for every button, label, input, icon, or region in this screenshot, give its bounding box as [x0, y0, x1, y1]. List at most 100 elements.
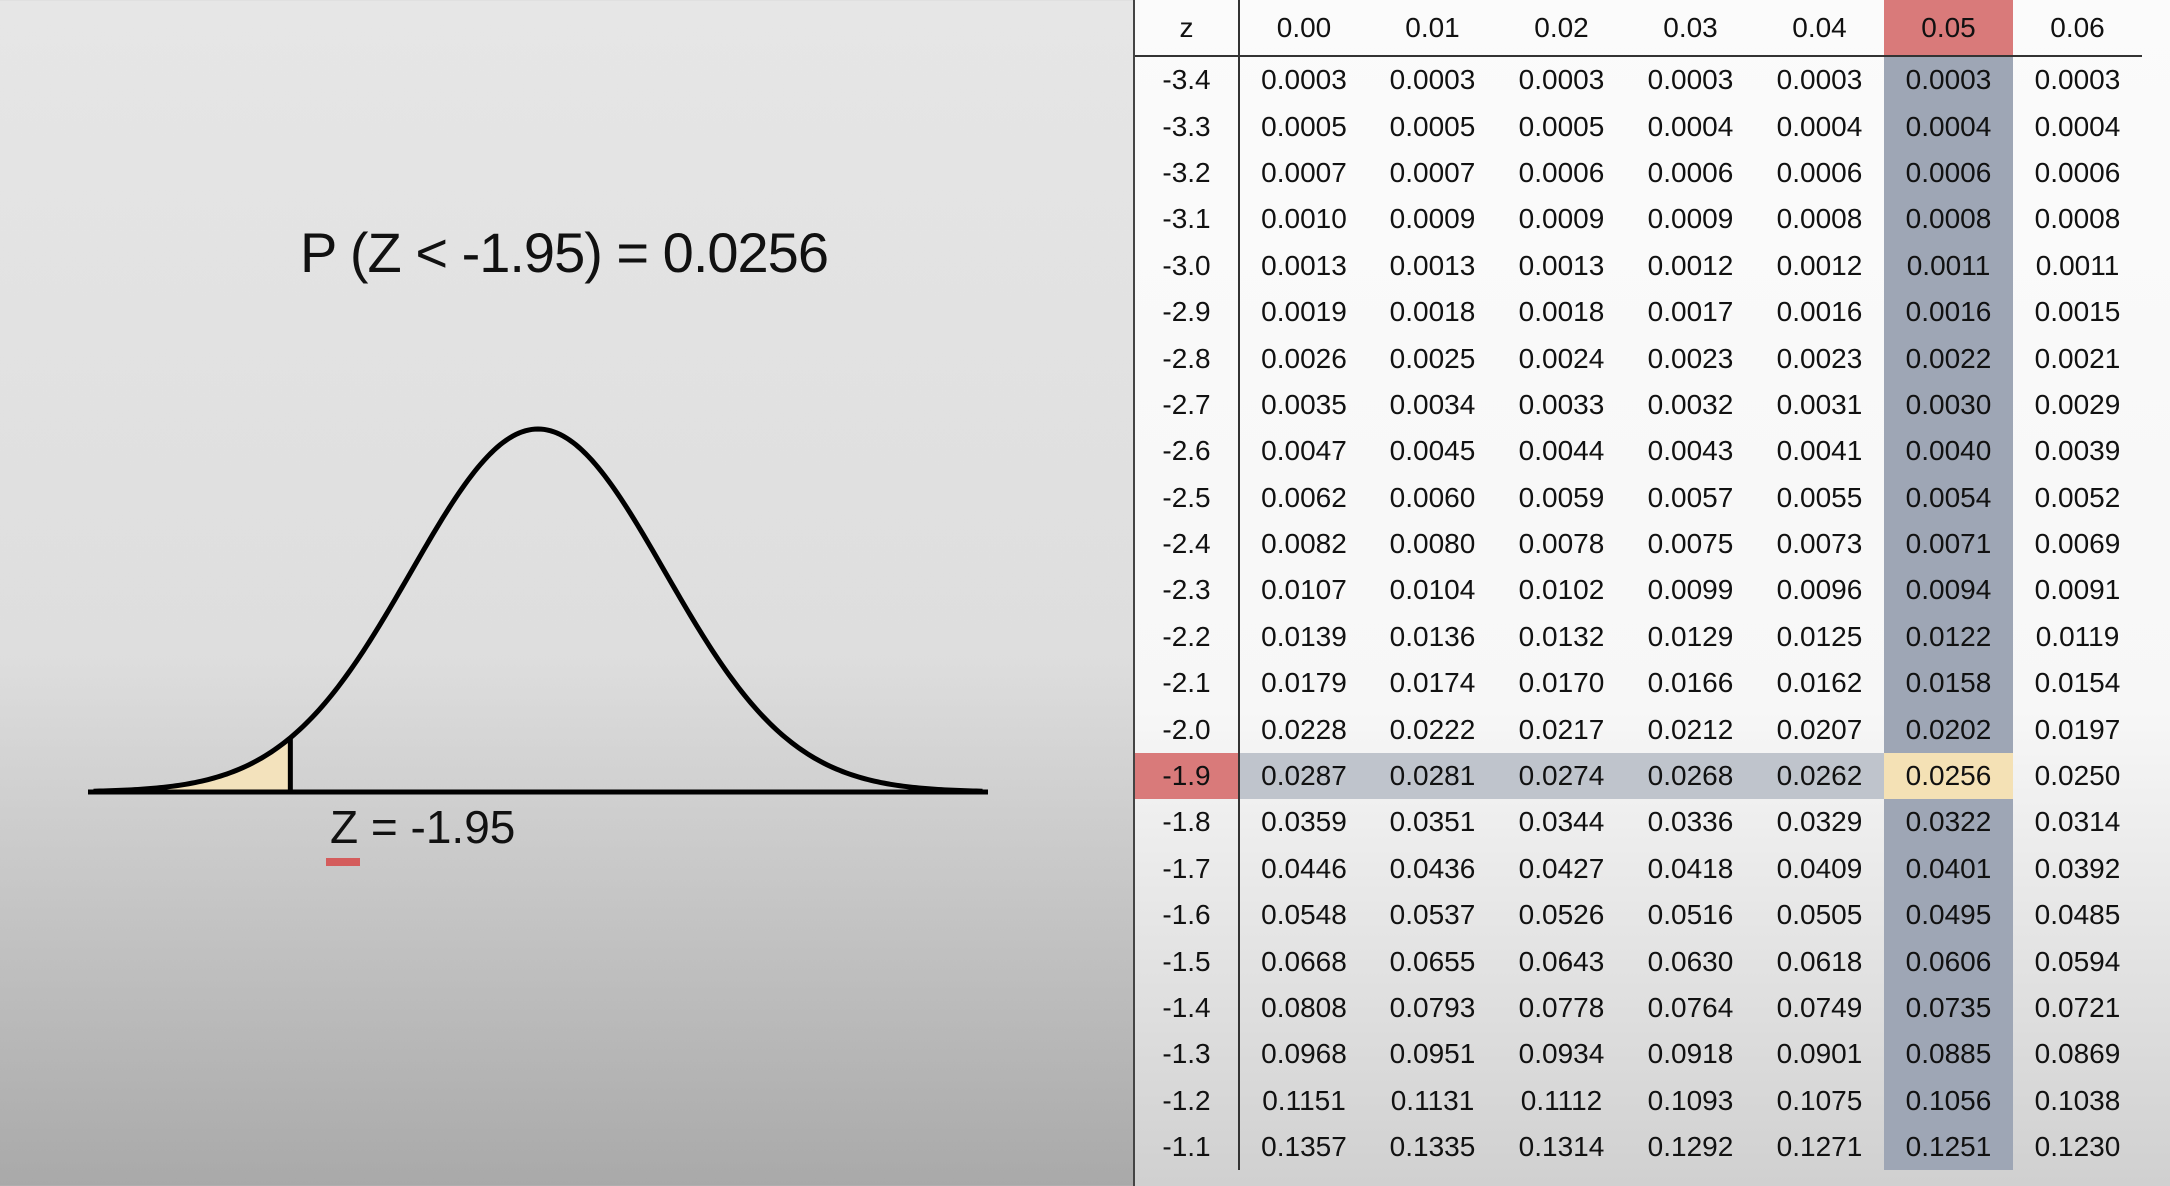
- table-cell: 0.0096: [1776, 574, 1863, 606]
- table-cell: 0.0526: [1518, 899, 1605, 931]
- table-row: -1.3 0.0968 0.0951 0.0934 0.0918 0.0901 0.0885…: [1135, 1031, 2142, 1078]
- z-value-text: = -1.95: [358, 801, 516, 853]
- table-cell: 0.0808: [1261, 992, 1347, 1023]
- z-variable: Z: [330, 801, 359, 853]
- table-cell: 0.0427: [1518, 852, 1605, 884]
- table-cell: 0.0034: [1389, 388, 1476, 420]
- table-cell: 0.0102: [1518, 574, 1605, 606]
- table-cell: 0.1056: [1884, 1077, 2013, 1124]
- table-cell: 0.0401: [1884, 845, 2013, 893]
- table-cell: 0.0793: [1389, 992, 1476, 1023]
- table-cell: 0.0023: [1647, 342, 1734, 374]
- table-cell: 0.0250: [2034, 760, 2121, 792]
- table-cell: 0.0132: [1518, 620, 1605, 652]
- table-cell: 0.0256: [1884, 752, 2013, 800]
- table-cell: 0.0505: [1776, 899, 1863, 931]
- header-col-6: 0.06: [2013, 0, 2142, 57]
- row-z-value: -2.9: [1135, 288, 1240, 336]
- row-z-value: -1.4: [1135, 984, 1240, 1032]
- row-z-value: -2.6: [1135, 428, 1240, 475]
- table-cell: 0.0021: [2034, 342, 2121, 374]
- table-cell: 0.0009: [1647, 203, 1734, 235]
- table-cell: 0.0003: [1518, 64, 1605, 96]
- table-cell: 0.0022: [1884, 335, 2013, 382]
- table-cell: 0.0060: [1389, 481, 1476, 513]
- table-row: -1.7 0.0446 0.0436 0.0427 0.0418 0.0409 0.0401…: [1135, 845, 2142, 893]
- table-cell: 0.0359: [1261, 806, 1347, 838]
- table-cell: 0.0047: [1261, 435, 1347, 467]
- table-cell: 0.0025: [1389, 342, 1476, 374]
- table-cell: 0.0018: [1389, 296, 1476, 328]
- table-cell: 0.0069: [2034, 528, 2121, 560]
- table-cell: 0.0287: [1239, 752, 1368, 800]
- table-cell: 0.0091: [2034, 574, 2121, 606]
- table-cell: 0.0764: [1647, 992, 1734, 1023]
- row-z-value: -3.4: [1135, 56, 1240, 104]
- table-cell: 0.0934: [1518, 1038, 1605, 1070]
- table-row: -2.1 0.0179 0.0174 0.0170 0.0166 0.0162 0.0158…: [1135, 660, 2142, 707]
- table-cell: 0.0016: [1776, 296, 1863, 328]
- table-cell: 0.0418: [1647, 852, 1734, 884]
- table-cell: 0.0119: [2035, 620, 2120, 652]
- table-cell: 0.1357: [1261, 1131, 1347, 1163]
- table-cell: 0.0054: [1884, 474, 2013, 521]
- table-cell: 0.0721: [2034, 992, 2121, 1023]
- table-cell: 0.0057: [1647, 481, 1734, 513]
- table-cell: 0.0129: [1647, 620, 1734, 652]
- bell-curve: [93, 426, 983, 794]
- table-cell: 0.0010: [1261, 203, 1347, 235]
- table-cell: 0.0045: [1389, 435, 1476, 467]
- table-cell: 0.0006: [1884, 149, 2013, 197]
- row-z-value: -2.2: [1135, 613, 1240, 661]
- z-table: z 0.00 0.01 0.02 0.03 0.04 0.05 0.06 -3.4 0.000…: [1135, 0, 2142, 1171]
- table-cell: 0.0197: [2034, 713, 2121, 745]
- table-cell: 0.0003: [1776, 64, 1863, 96]
- table-cell: 0.0154: [2034, 667, 2121, 699]
- table-cell: 0.0594: [2034, 945, 2121, 977]
- row-z-value: -3.0: [1135, 242, 1240, 289]
- table-cell: 0.0029: [2034, 388, 2121, 420]
- table-cell: 0.0030: [1884, 381, 2013, 429]
- table-row: -1.4 0.0808 0.0793 0.0778 0.0764 0.0749 0.0735…: [1135, 984, 2142, 1032]
- table-cell: 0.0281: [1368, 752, 1497, 800]
- row-z-value: -1.6: [1135, 892, 1240, 939]
- table-cell: 0.1075: [1776, 1084, 1863, 1116]
- table-cell: 0.1251: [1884, 1123, 2013, 1171]
- table-cell: 0.0094: [1884, 567, 2013, 614]
- z-table-header: z 0.00 0.01 0.02 0.03 0.04 0.05 0.06: [1135, 0, 2142, 57]
- table-cell: 0.0026: [1261, 342, 1347, 374]
- header-z: z: [1135, 0, 1240, 57]
- table-cell: 0.0162: [1776, 667, 1863, 699]
- table-cell: 0.0013: [1389, 249, 1476, 281]
- table-cell: 0.0392: [2034, 852, 2121, 884]
- table-row: -2.0 0.0228 0.0222 0.0217 0.0212 0.0207 0.0202…: [1135, 706, 2142, 753]
- table-cell: 0.0869: [2034, 1038, 2121, 1070]
- table-cell: 0.0202: [1884, 706, 2013, 753]
- table-cell: 0.0013: [1261, 249, 1347, 281]
- table-cell: 0.0011: [1884, 242, 2013, 289]
- row-z-value: -1.9: [1135, 752, 1240, 800]
- row-z-value: -2.4: [1135, 520, 1240, 568]
- table-cell: 0.1230: [2034, 1131, 2121, 1163]
- shaded-tail-area: [93, 737, 291, 792]
- table-cell: 0.0082: [1261, 528, 1347, 560]
- header-col-3: 0.03: [1626, 0, 1755, 57]
- table-cell: 0.0018: [1518, 296, 1605, 328]
- table-cell: 0.0749: [1776, 992, 1863, 1023]
- table-cell: 0.0016: [1884, 288, 2013, 336]
- table-cell: 0.1151: [1262, 1084, 1346, 1116]
- table-row: -1.5 0.0668 0.0655 0.0643 0.0630 0.0618 0.0606…: [1135, 938, 2142, 985]
- table-cell: 0.0080: [1389, 528, 1476, 560]
- table-cell: 0.0207: [1776, 713, 1863, 745]
- table-row: -2.6 0.0047 0.0045 0.0044 0.0043 0.0041 0.0040…: [1135, 428, 2142, 475]
- table-cell: 0.0012: [1776, 249, 1863, 281]
- table-cell: 0.0044: [1518, 435, 1605, 467]
- header-col-5: 0.05: [1884, 0, 2013, 57]
- table-row: -2.2 0.0139 0.0136 0.0132 0.0129 0.0125 0.0122…: [1135, 613, 2142, 661]
- row-z-value: -2.0: [1135, 706, 1240, 753]
- row-z-value: -2.3: [1135, 567, 1240, 614]
- table-cell: 0.0004: [1647, 110, 1734, 142]
- table-cell: 0.0968: [1261, 1038, 1347, 1070]
- table-cell: 0.0008: [2034, 203, 2121, 235]
- row-z-value: -2.8: [1135, 335, 1240, 382]
